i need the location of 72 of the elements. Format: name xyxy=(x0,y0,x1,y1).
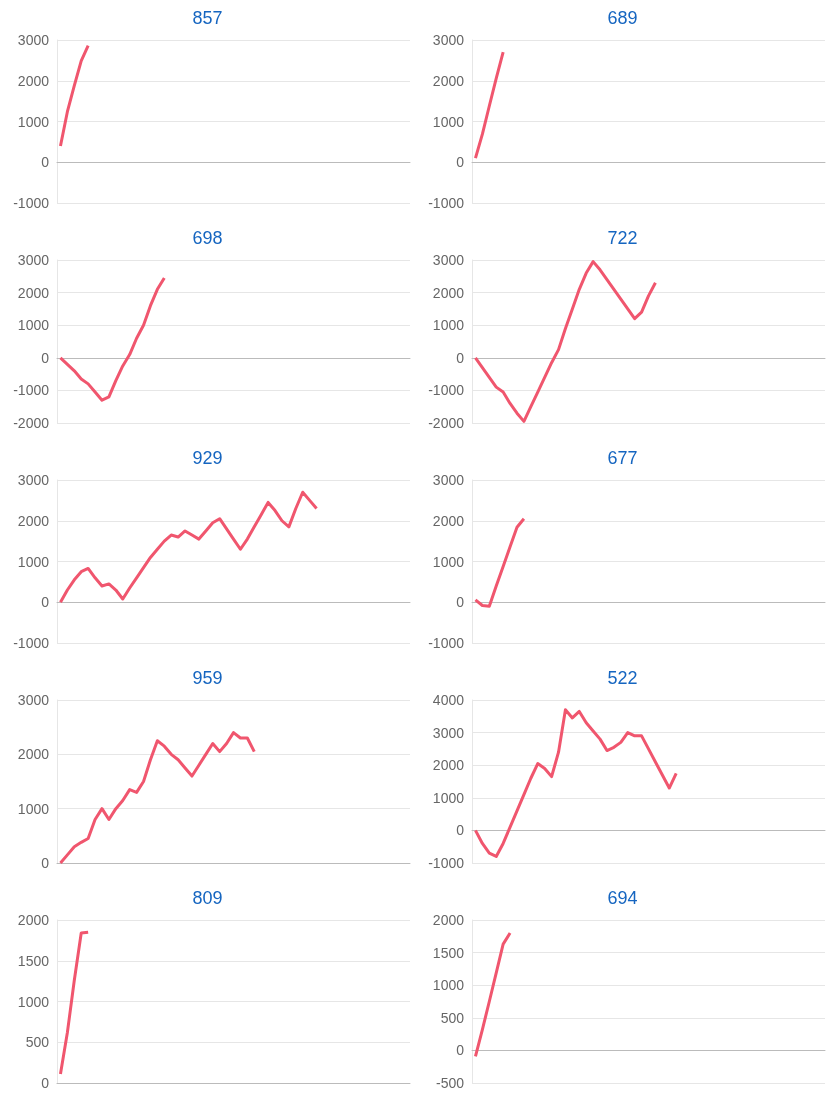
y-tick-label: -500 xyxy=(435,1075,465,1091)
chart-title: 959 xyxy=(192,668,223,688)
y-tick-label: 0 xyxy=(41,1075,50,1091)
line-series xyxy=(58,276,166,402)
y-tick-label: 4000 xyxy=(432,692,465,708)
y-tick-label: 1500 xyxy=(17,952,50,969)
chart-title: 722 xyxy=(607,228,638,248)
y-tick-label: 1000 xyxy=(432,113,465,130)
y-tick-label: 3000 xyxy=(432,724,465,741)
chart-title: 809 xyxy=(192,888,223,908)
y-tick-label: 2000 xyxy=(17,746,50,763)
y-tick-label: -2000 xyxy=(13,415,50,431)
y-tick-label: 0 xyxy=(456,154,465,171)
line-series xyxy=(473,50,505,160)
y-tick-label: 0 xyxy=(456,822,465,839)
y-tick-label: 0 xyxy=(456,1042,465,1059)
y-tick-label: 1000 xyxy=(17,317,50,334)
chart-title: 694 xyxy=(607,888,638,908)
y-tick-label: 2000 xyxy=(432,757,465,774)
y-tick-label: 2000 xyxy=(17,512,50,529)
y-tick-label: 1000 xyxy=(17,993,50,1010)
y-tick-label: 1000 xyxy=(17,553,50,570)
y-tick-label: -2000 xyxy=(428,415,465,431)
chart-title: 522 xyxy=(607,668,638,688)
y-tick-label: 0 xyxy=(41,594,50,611)
y-tick-label: 2000 xyxy=(432,512,465,529)
y-tick-label: 3000 xyxy=(17,32,50,48)
y-tick-label: 0 xyxy=(456,349,465,366)
y-tick-label: 0 xyxy=(41,855,50,871)
y-tick-label: 2000 xyxy=(432,72,465,89)
y-tick-label: 1000 xyxy=(432,977,465,994)
chart-title: 698 xyxy=(192,228,223,248)
y-tick-label: 1500 xyxy=(432,944,465,961)
y-tick-label: -1000 xyxy=(428,635,465,651)
y-tick-label: 2000 xyxy=(17,284,50,301)
y-tick-label: 3000 xyxy=(17,692,50,708)
y-tick-label: -1000 xyxy=(428,382,465,399)
chart-title: 677 xyxy=(607,448,638,468)
y-tick-label: 2000 xyxy=(17,912,50,928)
y-tick-label: 500 xyxy=(440,1009,465,1026)
y-tick-label: 2000 xyxy=(17,72,50,89)
line-series xyxy=(58,731,256,865)
line-series xyxy=(58,44,90,148)
chart-title: 689 xyxy=(607,8,638,28)
y-tick-label: 3000 xyxy=(432,472,465,488)
y-tick-label: 1000 xyxy=(432,317,465,334)
y-tick-label: 0 xyxy=(41,154,50,171)
y-tick-label: 1000 xyxy=(17,800,50,817)
y-tick-label: 3000 xyxy=(17,472,50,488)
y-tick-label: 1000 xyxy=(432,789,465,806)
y-tick-label: 3000 xyxy=(432,252,465,268)
y-tick-label: 1000 xyxy=(17,113,50,130)
y-tick-label: 0 xyxy=(456,594,465,611)
y-tick-label: 500 xyxy=(25,1034,50,1051)
y-tick-label: -1000 xyxy=(428,195,465,211)
y-tick-label: -1000 xyxy=(13,195,50,211)
y-tick-label: -1000 xyxy=(428,855,465,871)
y-tick-label: 3000 xyxy=(432,32,465,48)
line-series xyxy=(58,930,90,1076)
y-tick-label: 2000 xyxy=(432,912,465,928)
chart-title: 857 xyxy=(192,8,223,28)
chart-title: 929 xyxy=(192,448,223,468)
line-series xyxy=(473,708,678,858)
line-series xyxy=(473,517,526,608)
y-tick-label: 1000 xyxy=(432,553,465,570)
y-tick-label: -1000 xyxy=(13,635,50,651)
y-tick-label: 0 xyxy=(41,349,50,366)
y-tick-label: 3000 xyxy=(17,252,50,268)
y-tick-label: 2000 xyxy=(432,284,465,301)
line-series xyxy=(58,490,319,604)
line-series xyxy=(473,931,512,1058)
y-tick-label: -1000 xyxy=(13,382,50,399)
